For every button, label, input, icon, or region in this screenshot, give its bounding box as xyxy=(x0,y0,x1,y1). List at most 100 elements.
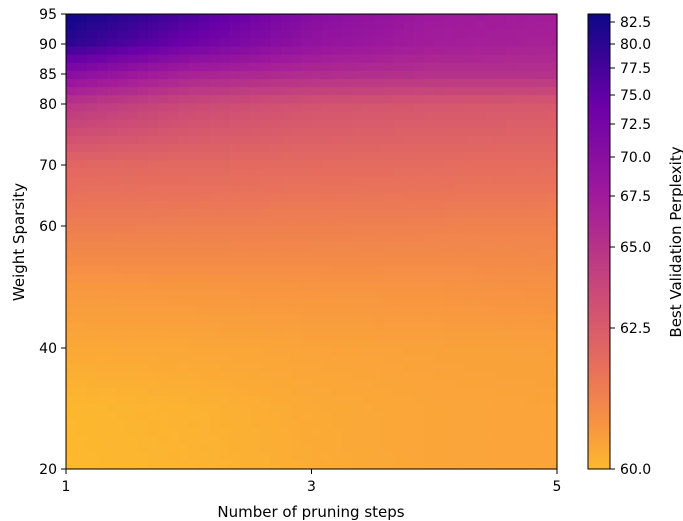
heatmap-cell xyxy=(260,111,272,121)
heatmap-cell xyxy=(86,420,98,429)
colorbar-title: Best Validation Perplexity xyxy=(667,146,683,337)
heatmap-cell xyxy=(383,330,394,340)
heatmap-cell xyxy=(301,30,313,39)
heatmap-cell xyxy=(280,14,292,23)
heatmap-cell xyxy=(321,444,333,454)
heatmap-cell xyxy=(505,322,517,332)
heatmap-cell xyxy=(301,412,313,421)
heatmap-cell xyxy=(198,168,210,178)
heatmap-cell xyxy=(117,412,128,421)
heatmap-cell xyxy=(434,444,446,454)
heatmap-cell xyxy=(209,103,221,113)
heatmap-cell xyxy=(362,127,374,137)
heatmap-cell xyxy=(342,412,354,421)
heatmap-cell xyxy=(280,460,292,470)
heatmap-cell xyxy=(219,46,231,56)
heatmap-cell xyxy=(485,274,497,283)
heatmap-cell xyxy=(106,111,118,121)
heatmap-cell xyxy=(219,314,231,324)
heatmap-cell xyxy=(434,282,446,291)
heatmap-cell xyxy=(454,225,466,234)
heatmap-cell xyxy=(505,54,517,64)
heatmap-cell xyxy=(342,314,354,324)
heatmap-cell xyxy=(219,127,231,137)
heatmap-cell xyxy=(403,87,415,96)
heatmap-cell xyxy=(209,371,221,381)
heatmap-cell xyxy=(291,257,302,267)
heatmap-cell xyxy=(66,87,77,96)
heatmap-cell xyxy=(516,119,527,129)
heatmap-cell xyxy=(301,217,313,226)
heatmap-cell xyxy=(464,79,476,88)
heatmap-cell xyxy=(403,152,415,161)
heatmap-cell xyxy=(127,62,139,72)
heatmap-cell xyxy=(168,225,180,234)
heatmap-cell xyxy=(178,249,190,259)
heatmap-cell xyxy=(301,70,313,80)
heatmap-cell xyxy=(536,436,548,446)
heatmap-cell xyxy=(495,257,507,267)
heatmap-cell xyxy=(321,160,333,169)
heatmap-cell xyxy=(393,111,405,121)
heatmap-cell xyxy=(444,103,456,113)
heatmap-cell xyxy=(291,395,302,405)
heatmap-cell xyxy=(536,70,548,80)
heatmap-cell xyxy=(66,111,77,121)
heatmap-cell xyxy=(168,265,180,275)
heatmap-cell xyxy=(485,395,497,405)
heatmap-cell xyxy=(291,241,302,251)
heatmap-cell xyxy=(76,330,88,340)
heatmap-cell xyxy=(413,314,425,324)
heatmap-cell xyxy=(168,103,180,113)
heatmap-cell xyxy=(301,46,313,56)
heatmap-cell xyxy=(546,127,558,137)
heatmap-cell xyxy=(96,274,108,283)
heatmap-cell xyxy=(424,38,435,48)
heatmap-cell xyxy=(352,444,364,454)
heatmap-cell xyxy=(516,355,527,364)
heatmap-cell xyxy=(383,298,394,308)
heatmap-cell xyxy=(127,339,139,348)
heatmap-cell xyxy=(209,54,221,64)
heatmap-cell xyxy=(291,62,302,72)
heatmap-cell xyxy=(106,428,118,438)
heatmap-cell xyxy=(250,22,261,31)
heatmap-cell xyxy=(444,135,456,145)
heatmap-cell xyxy=(485,209,497,218)
heatmap-cell xyxy=(536,404,548,413)
heatmap-cell xyxy=(505,87,517,96)
heatmap-cell xyxy=(321,249,333,259)
heatmap-cell xyxy=(342,363,354,373)
heatmap-cell xyxy=(291,54,302,64)
heatmap-cell xyxy=(270,395,282,405)
heatmap-cell xyxy=(393,152,405,161)
heatmap-cell xyxy=(96,265,108,275)
heatmap-cell xyxy=(505,70,517,80)
heatmap-cell xyxy=(147,460,159,470)
heatmap-cell xyxy=(505,30,517,39)
heatmap-cell xyxy=(147,241,159,251)
heatmap-cell xyxy=(76,135,88,145)
heatmap-cell xyxy=(168,257,180,267)
heatmap-cell xyxy=(536,306,548,316)
heatmap-cell xyxy=(505,233,517,243)
heatmap-cell xyxy=(106,233,118,243)
heatmap-cell xyxy=(147,38,159,48)
heatmap-cell xyxy=(260,168,272,178)
heatmap-cell xyxy=(127,79,139,88)
heatmap-cell xyxy=(505,347,517,356)
heatmap-cell xyxy=(96,184,108,194)
heatmap-cell xyxy=(198,200,210,210)
heatmap-cell xyxy=(188,225,200,234)
heatmap-cell xyxy=(106,103,118,113)
heatmap-cell xyxy=(137,339,149,348)
heatmap-cell xyxy=(229,119,241,129)
heatmap-cell xyxy=(321,38,333,48)
heatmap-cell xyxy=(250,152,261,161)
heatmap-cell xyxy=(198,282,210,291)
heatmap-cell xyxy=(86,119,98,129)
heatmap-cell xyxy=(485,282,497,291)
heatmap-cell xyxy=(76,257,88,267)
heatmap-cell xyxy=(321,379,333,389)
heatmap-cell xyxy=(352,322,364,332)
